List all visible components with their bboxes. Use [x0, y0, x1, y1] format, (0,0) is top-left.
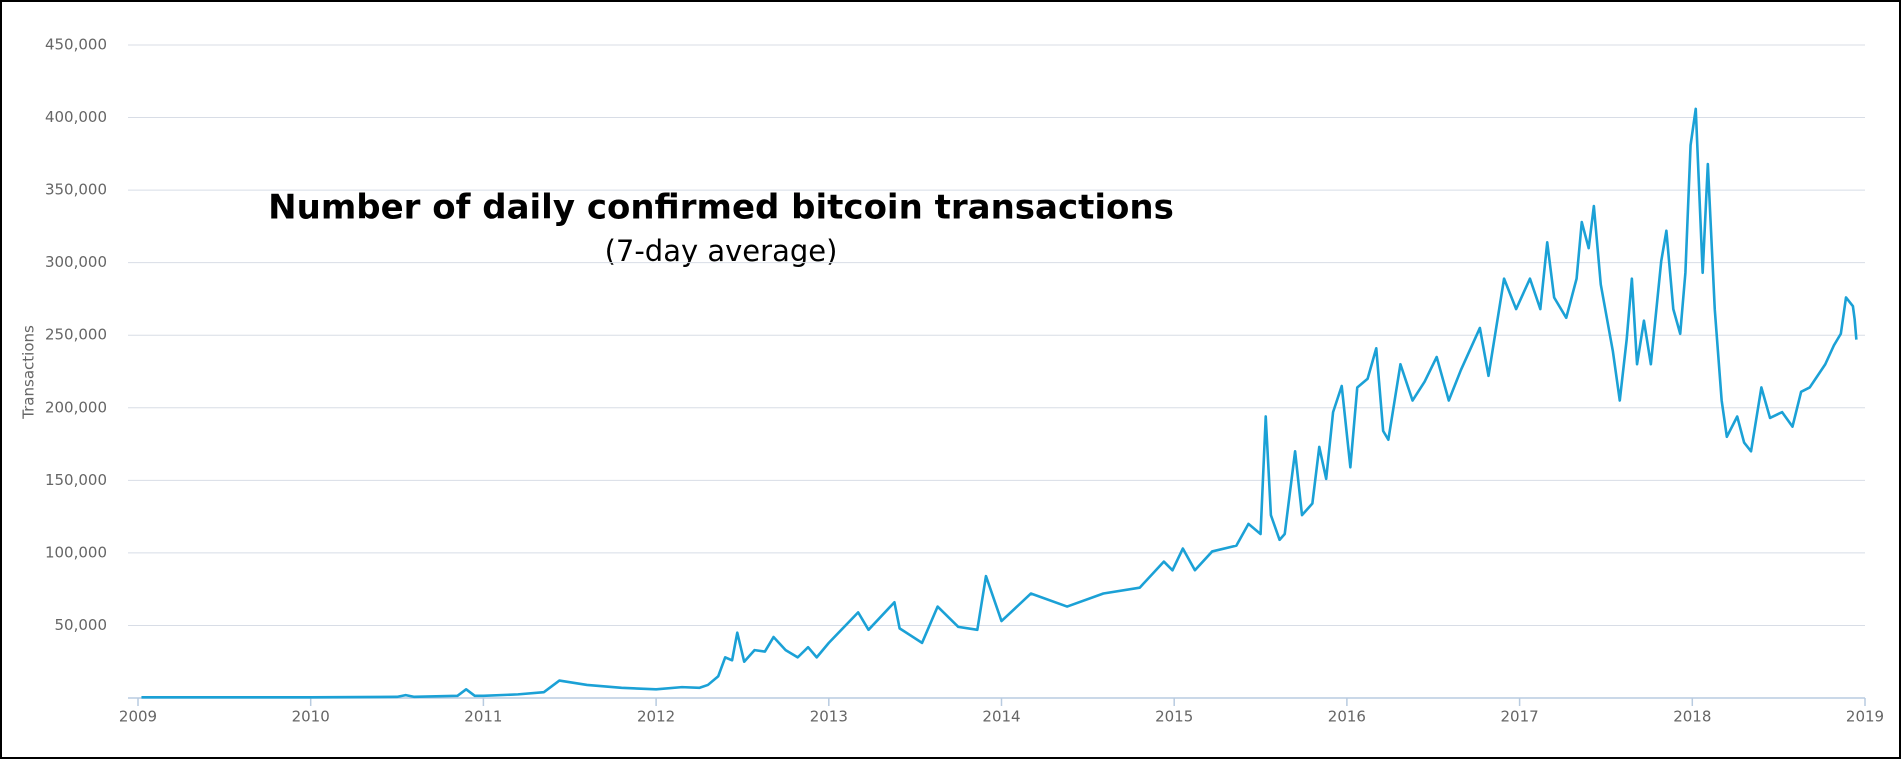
x-tick-label: 2015	[1155, 708, 1193, 726]
x-tick-label: 2016	[1328, 708, 1366, 726]
y-tick-label: 350,000	[45, 181, 107, 199]
y-tick-label: 400,000	[45, 108, 107, 126]
y-tick-label: 150,000	[45, 471, 107, 489]
y-tick-label: 450,000	[45, 36, 107, 54]
x-tick-label: 2011	[464, 708, 502, 726]
chart-title: Number of daily confirmed bitcoin transa…	[268, 188, 1174, 228]
x-tick-label: 2017	[1501, 708, 1539, 726]
x-tick-label: 2018	[1673, 708, 1711, 726]
y-tick-label: 250,000	[45, 326, 107, 344]
y-tick-label: 100,000	[45, 543, 107, 561]
x-tick-label: 2014	[982, 708, 1020, 726]
y-tick-label: 300,000	[45, 253, 107, 271]
x-tick-label: 2010	[292, 708, 330, 726]
y-axis-label: Transactions	[20, 325, 38, 420]
y-tick-label: 200,000	[45, 398, 107, 416]
x-tick-label: 2019	[1846, 708, 1884, 726]
y-tick-label: 50,000	[55, 616, 108, 634]
x-tick-label: 2009	[119, 708, 157, 726]
x-tick-label: 2012	[637, 708, 675, 726]
x-tick-label: 2013	[810, 708, 848, 726]
data-line	[141, 107, 1858, 699]
